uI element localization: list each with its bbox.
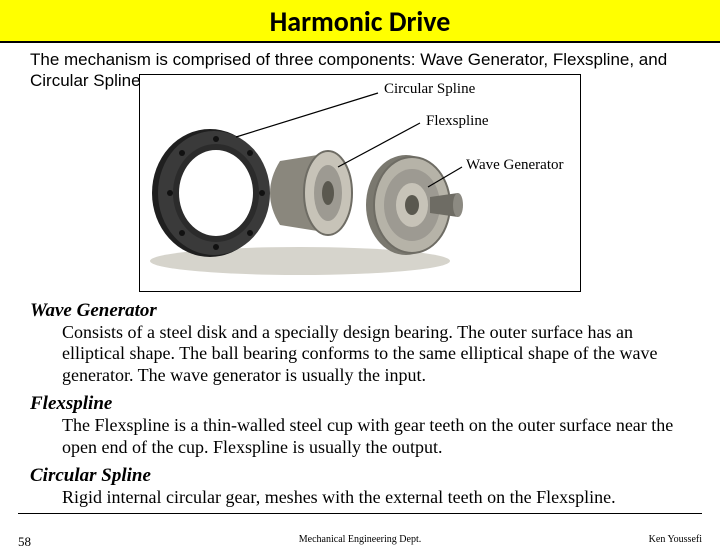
label-wave-generator: Wave Generator bbox=[466, 157, 564, 174]
section-title-wave-generator: Wave Generator bbox=[0, 298, 720, 322]
section-body-circular-spline: Rigid internal circular gear, meshes wit… bbox=[0, 487, 720, 509]
page-title: Harmonic Drive bbox=[0, 4, 720, 39]
circular-spline-shape bbox=[152, 129, 270, 257]
page-number: 58 bbox=[18, 534, 31, 550]
wave-generator-shape bbox=[366, 155, 463, 255]
section-body-wave-generator: Consists of a steel disk and a specially… bbox=[0, 322, 720, 388]
label-flexspline: Flexspline bbox=[426, 113, 489, 130]
components-figure: Circular Spline Flexspline Wave Generato… bbox=[139, 74, 581, 292]
footer-rule bbox=[18, 513, 702, 514]
components-svg bbox=[140, 75, 582, 293]
section-body-flexspline: The Flexspline is a thin-walled steel cu… bbox=[0, 415, 720, 459]
label-circular-spline: Circular Spline bbox=[384, 81, 475, 98]
flexspline-shape bbox=[270, 151, 352, 235]
section-title-flexspline: Flexspline bbox=[0, 387, 720, 415]
title-bar: Harmonic Drive bbox=[0, 0, 720, 43]
section-title-circular-spline: Circular Spline bbox=[0, 459, 720, 487]
